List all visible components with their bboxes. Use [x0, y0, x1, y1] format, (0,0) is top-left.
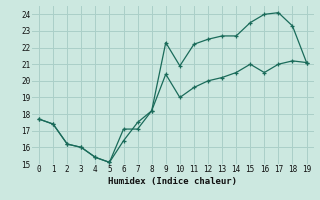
- X-axis label: Humidex (Indice chaleur): Humidex (Indice chaleur): [108, 177, 237, 186]
